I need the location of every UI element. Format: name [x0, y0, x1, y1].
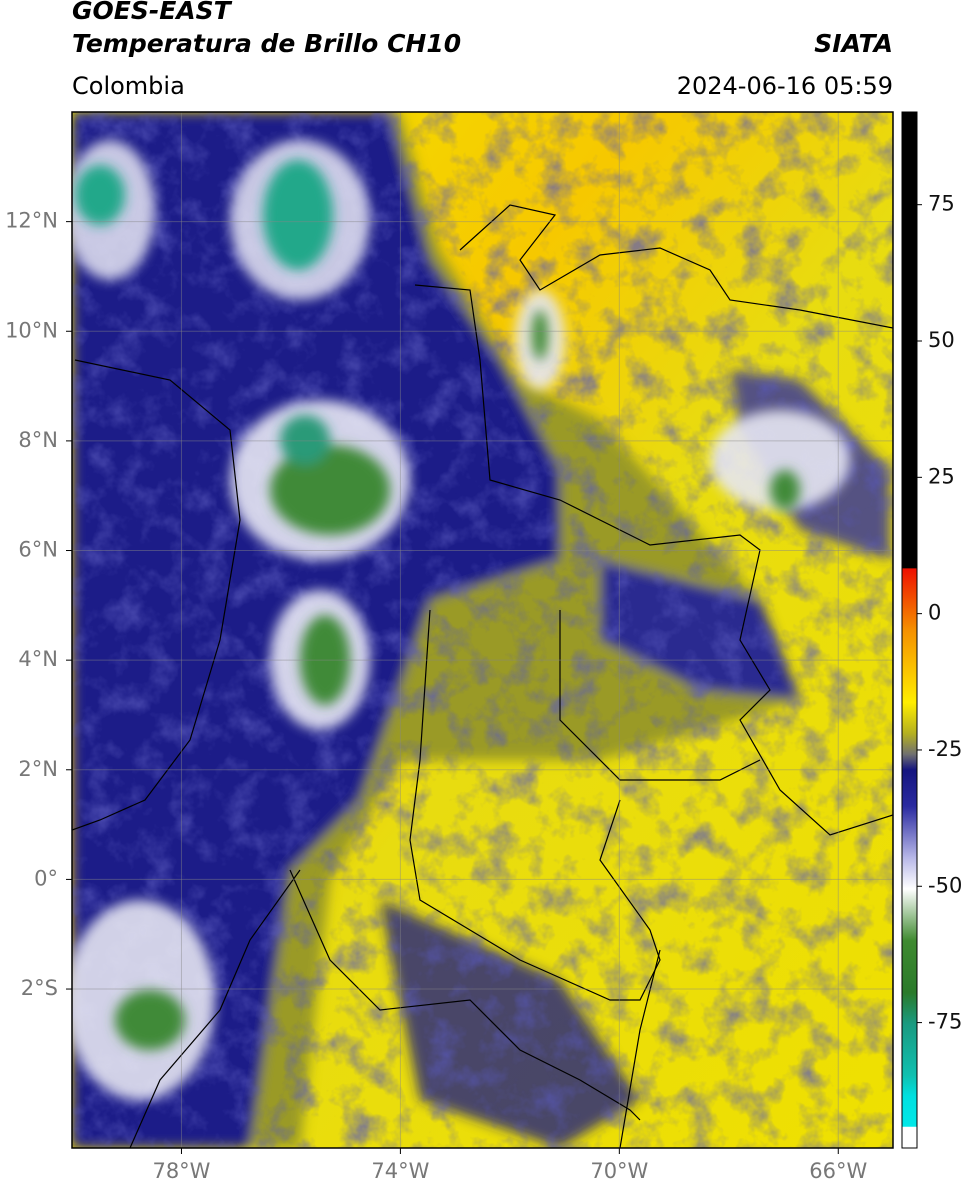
colorbar — [901, 111, 918, 1149]
y-tick-label: 6°N — [18, 538, 58, 562]
colorbar-tick-label: 25 — [928, 464, 955, 488]
map-frame — [71, 111, 894, 1149]
x-tick-label: 78°W — [152, 1159, 210, 1183]
subtitle: Temperatura de Brillo CH10 — [72, 29, 461, 58]
colorbar-tick-label: 75 — [928, 192, 955, 216]
colorbar-tick-label: -75 — [928, 1010, 962, 1034]
y-tick-label: 2°S — [21, 976, 58, 1000]
colorbar-tick-label: 50 — [928, 328, 955, 352]
x-tick-label: 70°W — [590, 1159, 648, 1183]
x-tick-label: 66°W — [809, 1159, 867, 1183]
title: GOES-EAST — [72, 0, 233, 25]
x-tick-label: 74°W — [371, 1159, 429, 1183]
colorbar-tick-label: -50 — [928, 873, 962, 897]
y-tick-label: 0° — [34, 866, 58, 890]
region: Colombia — [72, 72, 185, 100]
y-tick-label: 12°N — [5, 209, 58, 233]
y-tick-label: 8°N — [18, 428, 58, 452]
colorbar-tick-label: -25 — [928, 737, 962, 761]
y-tick-label: 2°N — [18, 757, 58, 781]
datetime: 2024-06-16 05:59 — [677, 72, 893, 100]
satellite-image — [72, 112, 893, 1148]
grid — [72, 112, 893, 1148]
y-tick-label: 10°N — [5, 318, 58, 342]
source: SIATA — [814, 29, 893, 58]
y-tick-label: 4°N — [18, 647, 58, 671]
colorbar-tick-label: 0 — [928, 601, 941, 625]
